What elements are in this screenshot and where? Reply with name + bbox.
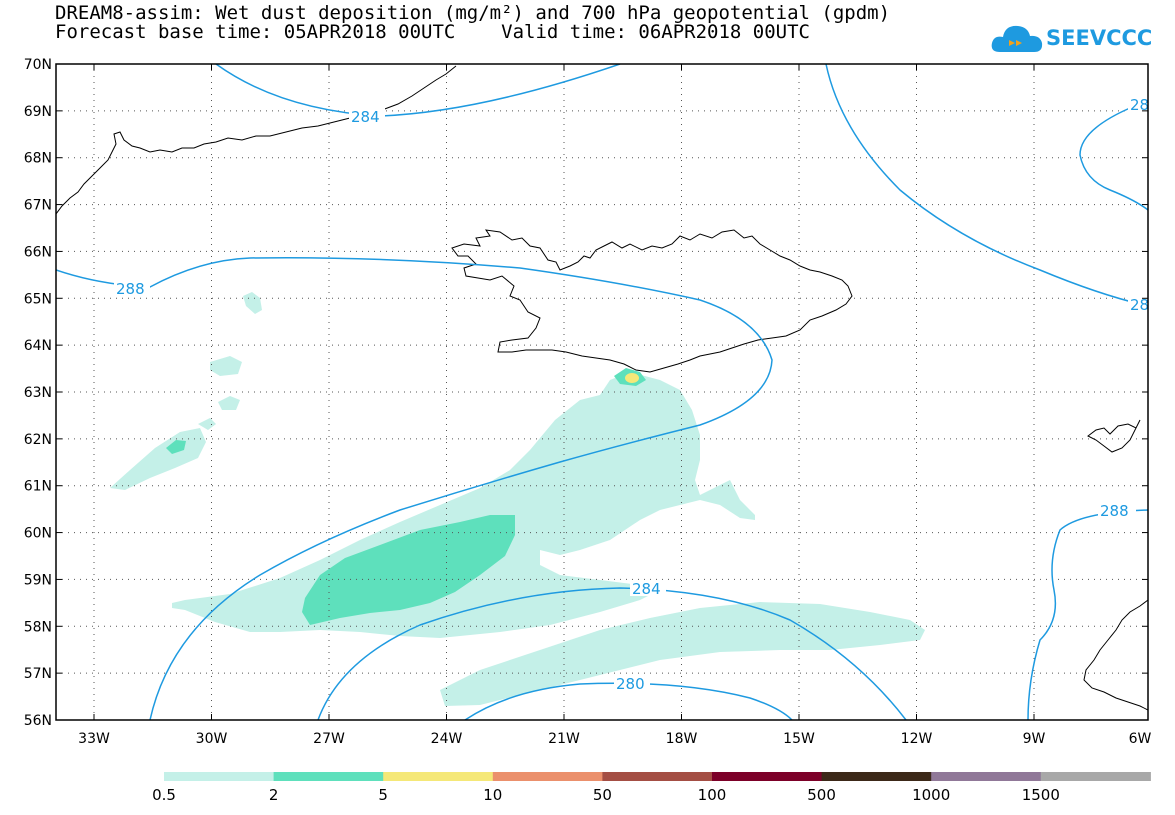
lat-label: 70N: [24, 57, 52, 73]
lat-label: 60N: [24, 526, 52, 542]
contour-label-280: 280: [616, 675, 645, 693]
lon-label: 9W: [1023, 731, 1046, 747]
longitude-labels: 33W 30W 27W 24W 21W 18W 15W 12W 9W 6W: [78, 731, 1151, 747]
legend-swatch: [273, 772, 384, 781]
lat-label: 67N: [24, 198, 52, 214]
lat-label: 58N: [24, 619, 52, 635]
chart-title: DREAM8-assim: Wet dust deposition (mg/m²…: [55, 2, 891, 24]
valid-time: Valid time: 06APR2018 00UTC: [501, 21, 810, 43]
legend-swatch: [383, 772, 494, 781]
legend-swatch: [164, 772, 275, 781]
dust-area-green: [302, 515, 515, 625]
axis-ticks: [56, 63, 1148, 721]
lon-label: 18W: [666, 731, 698, 747]
contour-288-se: [1027, 509, 1148, 720]
contour-label-288-west: 288: [116, 280, 145, 298]
legend-label: 50: [593, 786, 612, 804]
legend-swatch: [492, 772, 603, 781]
lon-label: 27W: [313, 731, 345, 747]
legend-label: 0.5: [152, 786, 176, 804]
seevccc-logo: SEEVCCC: [990, 16, 1152, 60]
grid-lines: [56, 64, 1148, 720]
legend-label: 10: [483, 786, 502, 804]
contour-28x-ne: [1079, 107, 1148, 211]
lat-label: 57N: [24, 666, 52, 682]
lon-label: 30W: [196, 731, 228, 747]
greenland-coast: [56, 65, 457, 215]
dust-patch-4: [198, 418, 216, 430]
contour-label-28-east: 28: [1130, 296, 1149, 314]
contour-284-north: [215, 64, 621, 117]
lat-label: 64N: [24, 338, 52, 354]
lat-label: 59N: [24, 572, 52, 588]
dust-patch-2: [210, 356, 242, 376]
lat-label: 69N: [24, 104, 52, 120]
legend-label: 1000: [912, 786, 950, 804]
dust-area-west: [110, 428, 206, 490]
legend-swatch: [1040, 772, 1151, 781]
lon-label: 6W: [1129, 731, 1152, 747]
colour-legend: 0.5 2 5 10 50 100 500 1000 1500: [152, 772, 1151, 804]
contour-288-iceland: [56, 256, 773, 720]
lat-label: 68N: [24, 151, 52, 167]
lat-label: 62N: [24, 432, 52, 448]
lon-label: 12W: [901, 731, 933, 747]
contour-labels: 284 288 284 280 288 28 28: [114, 96, 1149, 693]
lat-label: 65N: [24, 291, 52, 307]
lat-label: 56N: [24, 713, 52, 729]
dust-green-small: [166, 440, 186, 454]
legend-swatch: [931, 772, 1042, 781]
latitude-labels: 70N 69N 68N 67N 66N 65N 64N 63N 62N 61N 60N 59N 58N 5…: [24, 57, 52, 729]
contour-label-284-south: 284: [632, 580, 661, 598]
dust-yellow-spot: [625, 373, 639, 383]
legend-label: 1500: [1022, 786, 1060, 804]
dust-area-main: [172, 372, 755, 638]
lon-label: 21W: [548, 731, 580, 747]
lat-label: 66N: [24, 244, 52, 260]
logo-text: SEEVCCC: [1046, 26, 1153, 50]
legend-swatch: [821, 772, 932, 781]
legend-swatch: [602, 772, 713, 781]
dust-layer: [110, 292, 925, 706]
lat-label: 61N: [24, 479, 52, 495]
cloud-icon: [991, 25, 1043, 52]
lon-label: 33W: [78, 731, 110, 747]
legend-label: 500: [807, 786, 836, 804]
scotland-coast: [1083, 599, 1148, 711]
dust-patch-1: [243, 292, 262, 314]
faroe-coast: [1087, 419, 1141, 453]
base-time: Forecast base time: 05APR2018 00UTC: [55, 21, 456, 43]
contour-label-28-ne: 28: [1130, 96, 1149, 114]
contour-label-284-north: 284: [351, 108, 380, 126]
lon-label: 24W: [431, 731, 463, 747]
legend-label: 100: [698, 786, 727, 804]
contour-284-south: [317, 587, 907, 720]
contour-label-288-se: 288: [1100, 502, 1129, 520]
lon-label: 15W: [783, 731, 815, 747]
legend-swatch: [712, 772, 823, 781]
lat-label: 63N: [24, 385, 52, 401]
legend-label: 2: [269, 786, 279, 804]
chart-subtitle: Forecast base time: 05APR2018 00UTC Vali…: [55, 23, 810, 42]
iceland-coast: [451, 229, 853, 373]
dust-patch-3: [218, 396, 240, 410]
legend-label: 5: [378, 786, 388, 804]
contour-288-east-top: [825, 64, 1148, 307]
